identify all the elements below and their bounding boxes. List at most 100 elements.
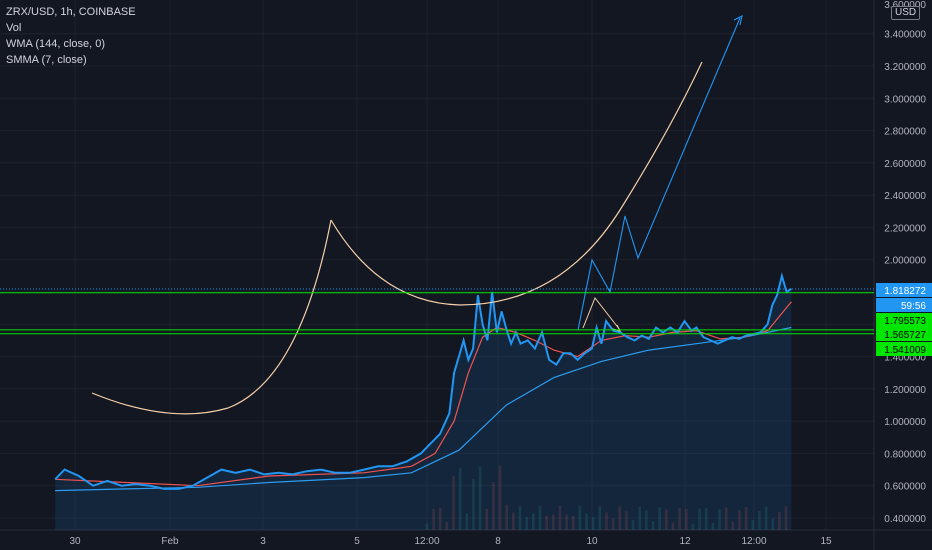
volume-bar bbox=[492, 482, 495, 530]
legend-volume[interactable]: Vol bbox=[6, 22, 22, 34]
y-tick-label: 1.200000 bbox=[884, 385, 926, 396]
volume-bar bbox=[605, 512, 608, 530]
volume-bar bbox=[538, 506, 542, 530]
y-tick-label: 2.000000 bbox=[884, 256, 926, 267]
volume-bar bbox=[758, 510, 761, 530]
volume-bar bbox=[771, 518, 775, 530]
y-tick-label: 1.000000 bbox=[884, 417, 926, 428]
level-1-badge-bg bbox=[876, 313, 932, 327]
volume-bar bbox=[445, 522, 449, 530]
volume-bar bbox=[438, 507, 442, 530]
volume-bar bbox=[764, 506, 768, 530]
legend-smma[interactable]: SMMA (7, close) bbox=[6, 54, 87, 66]
volume-bar bbox=[665, 509, 668, 530]
level-2-badge-bg bbox=[876, 327, 932, 341]
volume-bar bbox=[744, 507, 748, 530]
volume-bar bbox=[724, 507, 728, 530]
volume-bar bbox=[651, 521, 655, 530]
volume-bar bbox=[618, 506, 622, 530]
volume-bar bbox=[778, 511, 781, 530]
volume-bar bbox=[611, 518, 615, 530]
volume-bar bbox=[478, 466, 482, 530]
volume-bar bbox=[598, 506, 602, 530]
volume-bar bbox=[731, 521, 735, 530]
volume-bar bbox=[525, 516, 528, 530]
volume-bar bbox=[458, 468, 462, 530]
volume-bar bbox=[545, 515, 548, 530]
y-tick-label: 0.800000 bbox=[884, 449, 926, 460]
x-tick-label: 30 bbox=[69, 536, 81, 547]
volume-bar bbox=[638, 506, 642, 530]
y-tick-label: 3.000000 bbox=[884, 94, 926, 105]
x-tick-label: 8 bbox=[495, 536, 501, 547]
chart-legend: ZRX/USD, 1h, COINBASE Vol WMA (144, clos… bbox=[6, 4, 136, 68]
volume-bar bbox=[498, 465, 502, 530]
y-tick-label: 2.600000 bbox=[884, 159, 926, 170]
projection-arrowhead bbox=[733, 14, 743, 26]
price-line bbox=[54, 272, 792, 490]
volume-bar bbox=[425, 523, 429, 530]
cup-right-arc bbox=[330, 61, 703, 306]
x-tick-label: 12 bbox=[679, 536, 691, 547]
last-price-badge-bg bbox=[876, 283, 932, 297]
y-tick-label: 3.600000 bbox=[884, 0, 926, 11]
countdown-badge: 59:56 bbox=[901, 301, 926, 312]
volume-bar bbox=[432, 508, 435, 530]
volume-bar bbox=[518, 506, 522, 530]
y-tick-label: 0.600000 bbox=[884, 482, 926, 493]
x-tick-label: 12:00 bbox=[414, 536, 439, 547]
volume-bar bbox=[658, 507, 661, 530]
volume-bar bbox=[738, 510, 741, 530]
volume-bar bbox=[591, 517, 595, 530]
y-tick-label: 1.400000 bbox=[884, 353, 926, 364]
x-tick-label: 15 bbox=[820, 536, 832, 547]
cup-left-arc bbox=[91, 219, 332, 415]
volume-bar bbox=[565, 514, 568, 530]
legend-wma[interactable]: WMA (144, close, 0) bbox=[6, 38, 106, 50]
volume-bar bbox=[678, 507, 681, 530]
volume-bar bbox=[704, 508, 708, 530]
level-1-badge: 1.795573 bbox=[884, 316, 926, 327]
volume-bar bbox=[625, 511, 628, 530]
volume-bar bbox=[485, 508, 489, 530]
volume-bar bbox=[558, 506, 562, 530]
volume-bar bbox=[532, 513, 535, 530]
volume-bar bbox=[671, 522, 675, 530]
level-3-badge: 1.541009 bbox=[884, 345, 926, 356]
volume-bar bbox=[578, 506, 582, 530]
y-tick-label: 3.400000 bbox=[884, 30, 926, 41]
volume-bar bbox=[691, 523, 695, 530]
volume-bar bbox=[751, 520, 755, 530]
y-tick-label: 0.400000 bbox=[884, 514, 926, 525]
x-tick-label: Feb bbox=[161, 536, 179, 547]
volume-bar bbox=[698, 508, 701, 530]
legend-symbol[interactable]: ZRX/USD, 1h, COINBASE bbox=[6, 6, 136, 18]
volume-bar bbox=[711, 522, 715, 530]
y-tick-label: 3.200000 bbox=[884, 62, 926, 73]
wma-line bbox=[55, 326, 792, 492]
volume-bar bbox=[465, 513, 469, 530]
volume-bar bbox=[684, 508, 688, 530]
volume-bar bbox=[472, 479, 475, 530]
last-price-badge: 1.818272 bbox=[884, 286, 926, 297]
projection-path bbox=[577, 17, 741, 331]
volume-bar bbox=[718, 509, 721, 530]
volume-bar bbox=[784, 506, 788, 530]
volume-bar bbox=[645, 510, 648, 530]
y-tick-label: 2.200000 bbox=[884, 223, 926, 234]
y-tick-label: 2.800000 bbox=[884, 127, 926, 138]
volume-bar bbox=[571, 515, 575, 530]
x-tick-label: 10 bbox=[586, 536, 598, 547]
volume-bar bbox=[512, 512, 515, 530]
x-tick-label: 12:00 bbox=[741, 536, 766, 547]
x-tick-label: 5 bbox=[354, 536, 360, 547]
volume-bar bbox=[631, 519, 635, 530]
volume-bar bbox=[452, 476, 455, 530]
volume-bar bbox=[505, 504, 509, 530]
volume-bar bbox=[551, 514, 555, 530]
price-unit-label[interactable]: USD bbox=[891, 6, 921, 20]
small-arrow-path bbox=[582, 297, 621, 331]
level-3-badge-bg bbox=[876, 342, 932, 356]
